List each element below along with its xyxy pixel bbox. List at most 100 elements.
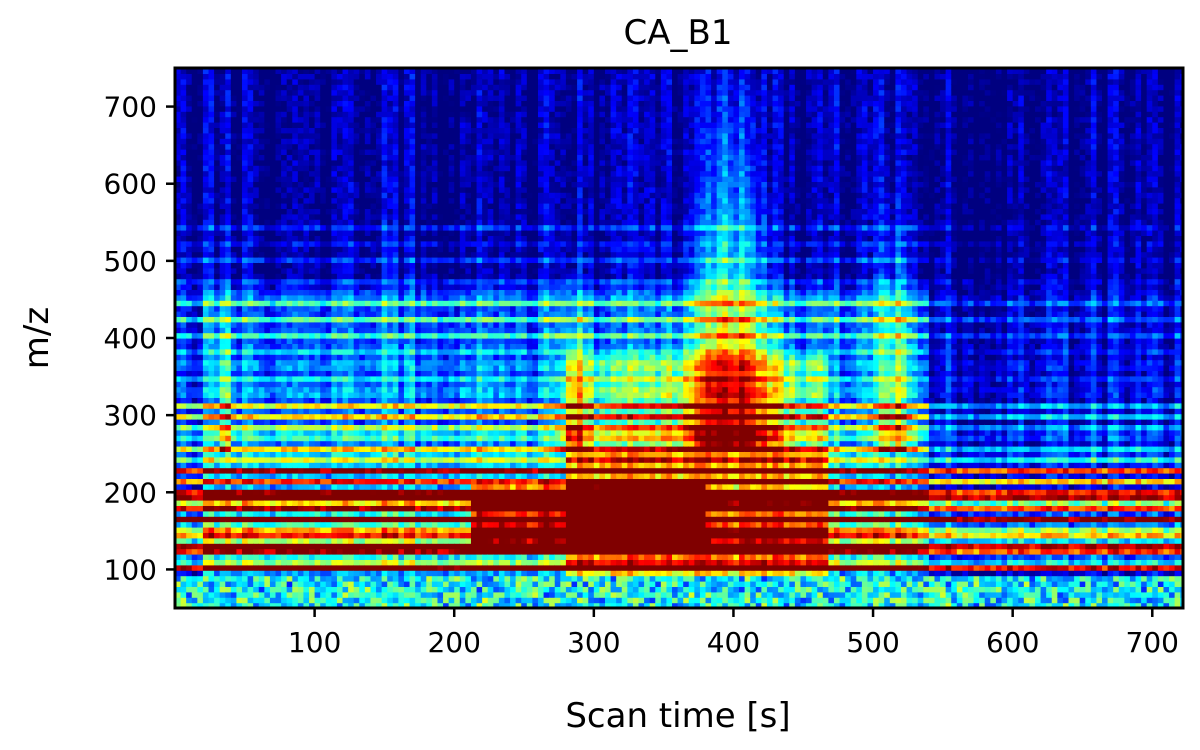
heatmap-cell bbox=[186, 402, 193, 409]
heatmap-cell bbox=[448, 591, 455, 598]
heatmap-cell bbox=[403, 424, 411, 431]
heatmap-cell bbox=[353, 348, 360, 355]
heatmap-cell bbox=[320, 316, 327, 323]
heatmap-cell bbox=[247, 370, 254, 377]
heatmap-cell bbox=[437, 278, 444, 285]
heatmap-cell bbox=[275, 483, 282, 490]
heatmap-cell bbox=[214, 127, 221, 134]
heatmap-cell bbox=[348, 257, 355, 263]
heatmap-cell bbox=[342, 176, 349, 182]
heatmap-cell bbox=[431, 489, 439, 496]
heatmap-cell bbox=[175, 289, 182, 296]
heatmap-cell bbox=[236, 89, 243, 96]
heatmap-cell bbox=[286, 429, 293, 436]
heatmap-cell bbox=[342, 78, 349, 85]
heatmap-cell bbox=[191, 575, 198, 582]
heatmap-cell bbox=[336, 149, 344, 155]
heatmap-cell bbox=[415, 262, 422, 269]
heatmap-cell bbox=[197, 116, 204, 123]
heatmap-cell bbox=[426, 591, 433, 598]
heatmap-cell bbox=[448, 105, 455, 112]
heatmap-cell bbox=[336, 516, 344, 523]
heatmap-cell bbox=[197, 402, 204, 409]
heatmap-cell bbox=[292, 402, 299, 409]
heatmap-cell bbox=[264, 203, 271, 209]
heatmap-cell bbox=[230, 186, 238, 193]
heatmap-cell bbox=[281, 500, 288, 506]
heatmap-cell bbox=[247, 321, 254, 328]
heatmap-cell bbox=[403, 294, 411, 301]
heatmap-cell bbox=[197, 365, 204, 371]
heatmap-cell bbox=[225, 370, 232, 377]
heatmap-cell bbox=[258, 149, 265, 155]
heatmap-cell bbox=[208, 311, 215, 317]
heatmap-cell bbox=[320, 429, 327, 436]
heatmap-cell bbox=[325, 289, 332, 296]
heatmap-cell bbox=[398, 89, 405, 96]
heatmap-cell bbox=[320, 176, 327, 182]
heatmap-cell bbox=[370, 521, 377, 528]
heatmap-cell bbox=[359, 316, 366, 323]
heatmap-cell bbox=[191, 89, 198, 96]
heatmap-cell bbox=[191, 570, 198, 577]
heatmap-cell bbox=[230, 365, 238, 371]
heatmap-cell bbox=[325, 251, 332, 258]
heatmap-cell bbox=[275, 354, 282, 361]
heatmap-cell bbox=[303, 95, 310, 101]
heatmap-cell bbox=[336, 89, 344, 96]
heatmap-cell bbox=[364, 435, 372, 442]
heatmap-cell bbox=[286, 375, 293, 382]
heatmap-cell bbox=[275, 105, 282, 112]
heatmap-cell bbox=[208, 494, 215, 501]
heatmap-cell bbox=[403, 138, 411, 145]
heatmap-cell bbox=[398, 143, 405, 150]
heatmap-cell bbox=[364, 473, 372, 479]
heatmap-cell bbox=[409, 348, 416, 355]
heatmap-cell bbox=[420, 462, 427, 469]
heatmap-cell bbox=[415, 602, 422, 608]
heatmap-cell bbox=[269, 429, 277, 436]
heatmap-cell bbox=[348, 413, 355, 420]
heatmap-cell bbox=[191, 267, 198, 274]
heatmap-cell bbox=[331, 213, 338, 220]
heatmap-cell bbox=[370, 273, 377, 280]
heatmap-cell bbox=[342, 95, 349, 101]
heatmap-cell bbox=[303, 203, 310, 209]
heatmap-cell bbox=[269, 316, 277, 323]
heatmap-cell bbox=[297, 240, 305, 247]
heatmap-cell bbox=[264, 462, 271, 469]
heatmap-cell bbox=[253, 500, 260, 506]
heatmap-cell bbox=[219, 278, 226, 285]
heatmap-cell bbox=[331, 527, 338, 533]
heatmap-cell bbox=[253, 143, 260, 150]
heatmap-cell bbox=[359, 386, 366, 393]
heatmap-cell bbox=[381, 516, 388, 523]
heatmap-cell bbox=[448, 451, 455, 458]
heatmap-cell bbox=[225, 581, 232, 587]
heatmap-cell bbox=[286, 570, 293, 577]
heatmap-cell bbox=[448, 149, 455, 155]
heatmap-cell bbox=[437, 176, 444, 182]
heatmap-cell bbox=[292, 257, 299, 263]
heatmap-cell bbox=[186, 521, 193, 528]
heatmap-cell bbox=[303, 246, 310, 253]
heatmap-cell bbox=[448, 278, 455, 285]
heatmap-cell bbox=[236, 257, 243, 263]
heatmap-cell bbox=[214, 240, 221, 247]
heatmap-cell bbox=[431, 89, 439, 96]
heatmap-cell bbox=[303, 170, 310, 177]
heatmap-cell bbox=[230, 289, 238, 296]
heatmap-cell bbox=[253, 316, 260, 323]
heatmap-cell bbox=[191, 348, 198, 355]
heatmap-cell bbox=[186, 89, 193, 96]
heatmap-cell bbox=[320, 440, 327, 447]
heatmap-cell bbox=[448, 89, 455, 96]
heatmap-cell bbox=[247, 591, 254, 598]
heatmap-cell bbox=[214, 116, 221, 123]
heatmap-cell bbox=[258, 159, 265, 166]
heatmap-cell bbox=[437, 257, 444, 263]
heatmap-cell bbox=[180, 510, 187, 517]
heatmap-cell bbox=[297, 192, 305, 199]
heatmap-cell bbox=[281, 208, 288, 215]
heatmap-cell bbox=[359, 176, 366, 182]
